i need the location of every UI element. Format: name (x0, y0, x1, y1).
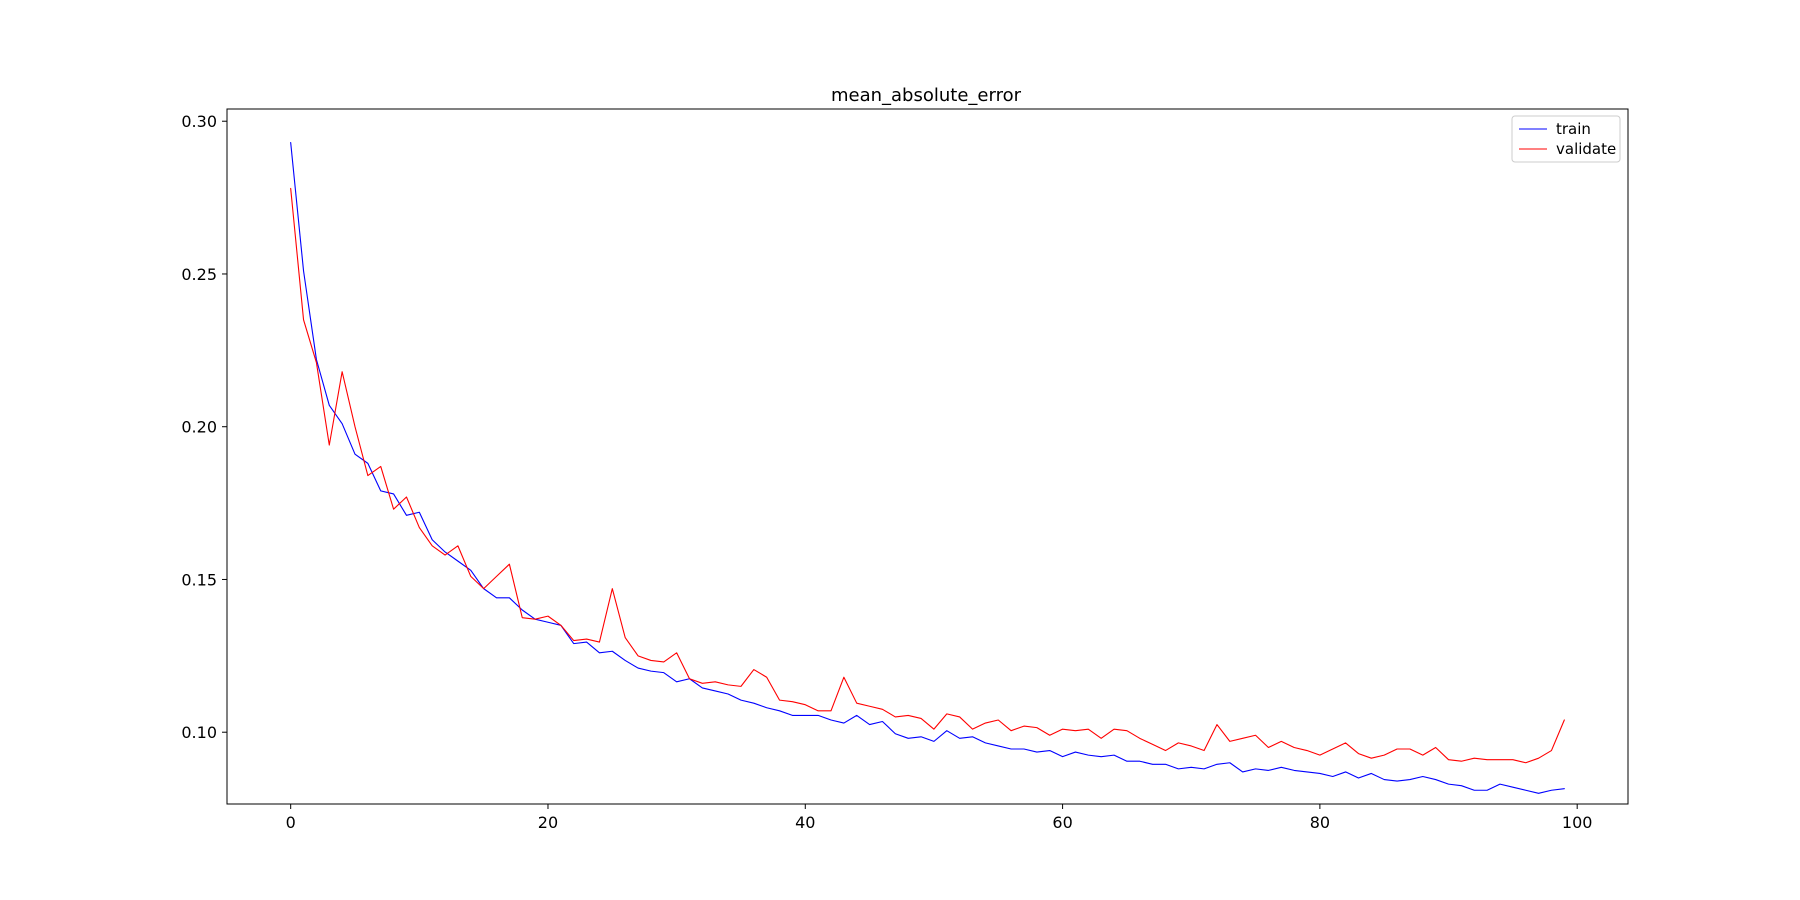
axes-frame (226, 108, 1629, 805)
x-tick-label: 80 (1310, 813, 1330, 832)
y-tick-label: 0.10 (181, 723, 217, 742)
series-line-train (290, 142, 1565, 794)
y-tick-label: 0.25 (181, 265, 217, 284)
plot-area (227, 109, 1628, 804)
plot-background (227, 109, 1628, 804)
series-group (290, 142, 1565, 794)
y-tick-label: 0.20 (181, 418, 217, 437)
y-tick-label: 0.15 (181, 570, 217, 589)
x-tick-label: 20 (538, 813, 558, 832)
x-tick-label: 60 (1052, 813, 1072, 832)
legend: train validate (1511, 115, 1621, 163)
axes: 0 20 40 60 80 100 0.10 0.15 0.20 0.25 0.30 (181, 108, 1629, 832)
legend-box (1511, 115, 1621, 163)
legend-label-validate: validate (1556, 140, 1616, 158)
legend-label-train: train (1556, 120, 1591, 138)
y-tick-label: 0.30 (181, 112, 217, 131)
x-tick-label: 0 (286, 813, 296, 832)
x-tick-label: 40 (795, 813, 815, 832)
chart-title: mean_absolute_error (831, 85, 1022, 106)
x-tick-label: 100 (1562, 813, 1593, 832)
series-line-validate (290, 187, 1565, 764)
